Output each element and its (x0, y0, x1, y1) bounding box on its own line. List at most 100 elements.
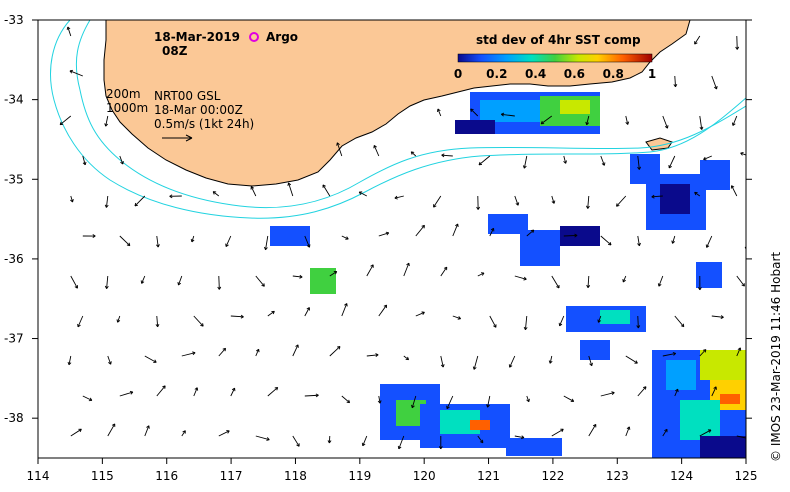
current-vector-head (651, 194, 655, 199)
current-vector-head (508, 364, 513, 368)
current-vector (437, 108, 442, 117)
current-vector-head (705, 244, 710, 248)
current-vector (487, 395, 491, 408)
current-vector-head (200, 323, 204, 327)
lat-tick-label: -36 (4, 252, 24, 266)
current-vector (366, 354, 379, 357)
current-vector-head (741, 283, 745, 287)
current-vector (637, 386, 647, 397)
colorbar: std dev of 4hr SST comp 0 0.2 0.4 0.6 0.8 1 (454, 33, 656, 81)
current-vector-head (626, 426, 631, 430)
current-vector (473, 355, 479, 370)
current-vector-head (226, 430, 230, 434)
current-vector (732, 115, 738, 126)
current-vector (117, 315, 121, 323)
current-vectors (59, 26, 759, 450)
current-vector (600, 155, 605, 166)
current-vector-head (240, 314, 244, 319)
longitude-axis: 114 115 116 117 118 119 120 121 122 123 124 125 (27, 458, 757, 483)
current-vector (403, 355, 409, 361)
current-vector-head (636, 325, 641, 329)
current-vector (329, 346, 341, 357)
isobath-200m-label: 200m (106, 87, 141, 101)
current-vector (134, 195, 146, 207)
current-vector (446, 395, 454, 409)
current-vector (105, 115, 109, 127)
current-vector (711, 75, 718, 90)
current-vector (597, 315, 602, 323)
current-vector-head (493, 324, 497, 328)
product-label: NRT00 GSL (154, 89, 221, 103)
current-vector (82, 155, 86, 165)
current-vector (362, 435, 368, 446)
current-vector (526, 229, 535, 237)
current-vector-head (266, 437, 270, 441)
current-vector-head (664, 125, 669, 129)
current-vector-head (370, 264, 374, 268)
current-vector (105, 195, 109, 208)
current-vector (478, 155, 491, 166)
current-vector (415, 225, 425, 237)
current-vector-head (315, 393, 319, 398)
current-vector-head (750, 85, 753, 88)
current-vector-head (155, 244, 160, 248)
current-vector (699, 429, 712, 437)
current-vector-head (299, 274, 303, 279)
lon-tick-label: 117 (220, 469, 243, 483)
current-vector (711, 315, 724, 318)
current-vector-head (271, 310, 275, 315)
current-vector-head (67, 361, 72, 366)
current-vector (304, 235, 310, 248)
current-vector-head (526, 398, 530, 403)
current-vector-head (383, 304, 388, 309)
current-vector-head (675, 388, 679, 393)
current-vector-head (560, 428, 564, 433)
current-vector-head (731, 122, 736, 126)
current-vector (440, 266, 448, 277)
current-vector-head (406, 262, 410, 267)
current-vector (292, 344, 299, 357)
current-vector (336, 142, 343, 157)
colorbar-tick-label: 0.2 (486, 67, 507, 81)
current-vector (193, 315, 204, 327)
current-vector (668, 155, 676, 169)
lon-tick-label: 116 (155, 469, 178, 483)
current-vector (250, 186, 257, 197)
sst-patch-east (630, 154, 730, 230)
current-vector (230, 387, 236, 397)
current-vector (193, 387, 198, 397)
current-vector-head (296, 443, 300, 447)
current-vector-head (637, 242, 641, 247)
current-vector (107, 423, 116, 437)
current-vector-head (231, 387, 236, 392)
current-vector-head (570, 398, 575, 403)
current-vector-head (385, 231, 390, 236)
current-vector (106, 275, 109, 289)
current-vector (70, 195, 74, 203)
current-vector (587, 195, 590, 209)
current-vector (523, 155, 528, 169)
current-vector-head (470, 108, 474, 112)
lon-tick-label: 114 (27, 469, 50, 483)
current-vector (749, 387, 759, 396)
current-vector (470, 108, 479, 117)
current-vector-head (713, 386, 717, 390)
current-vector (586, 115, 590, 125)
current-vector (736, 435, 746, 439)
current-vector (144, 425, 150, 437)
current-vector-head (69, 69, 73, 74)
plot-frame (37, 19, 747, 459)
current-vector-head (345, 236, 349, 240)
current-vector-head (397, 445, 402, 450)
current-vector-head (740, 152, 744, 156)
current-vector (694, 35, 701, 45)
current-vector (699, 349, 707, 357)
current-vector (745, 248, 746, 250)
current-vector-head (306, 244, 311, 248)
current-vector (329, 271, 337, 277)
current-vector-head (668, 164, 672, 169)
current-vector (212, 191, 220, 197)
colorbar-tick-label: 1 (648, 67, 656, 81)
current-vector-head (153, 359, 157, 363)
current-vector-head (500, 112, 505, 117)
